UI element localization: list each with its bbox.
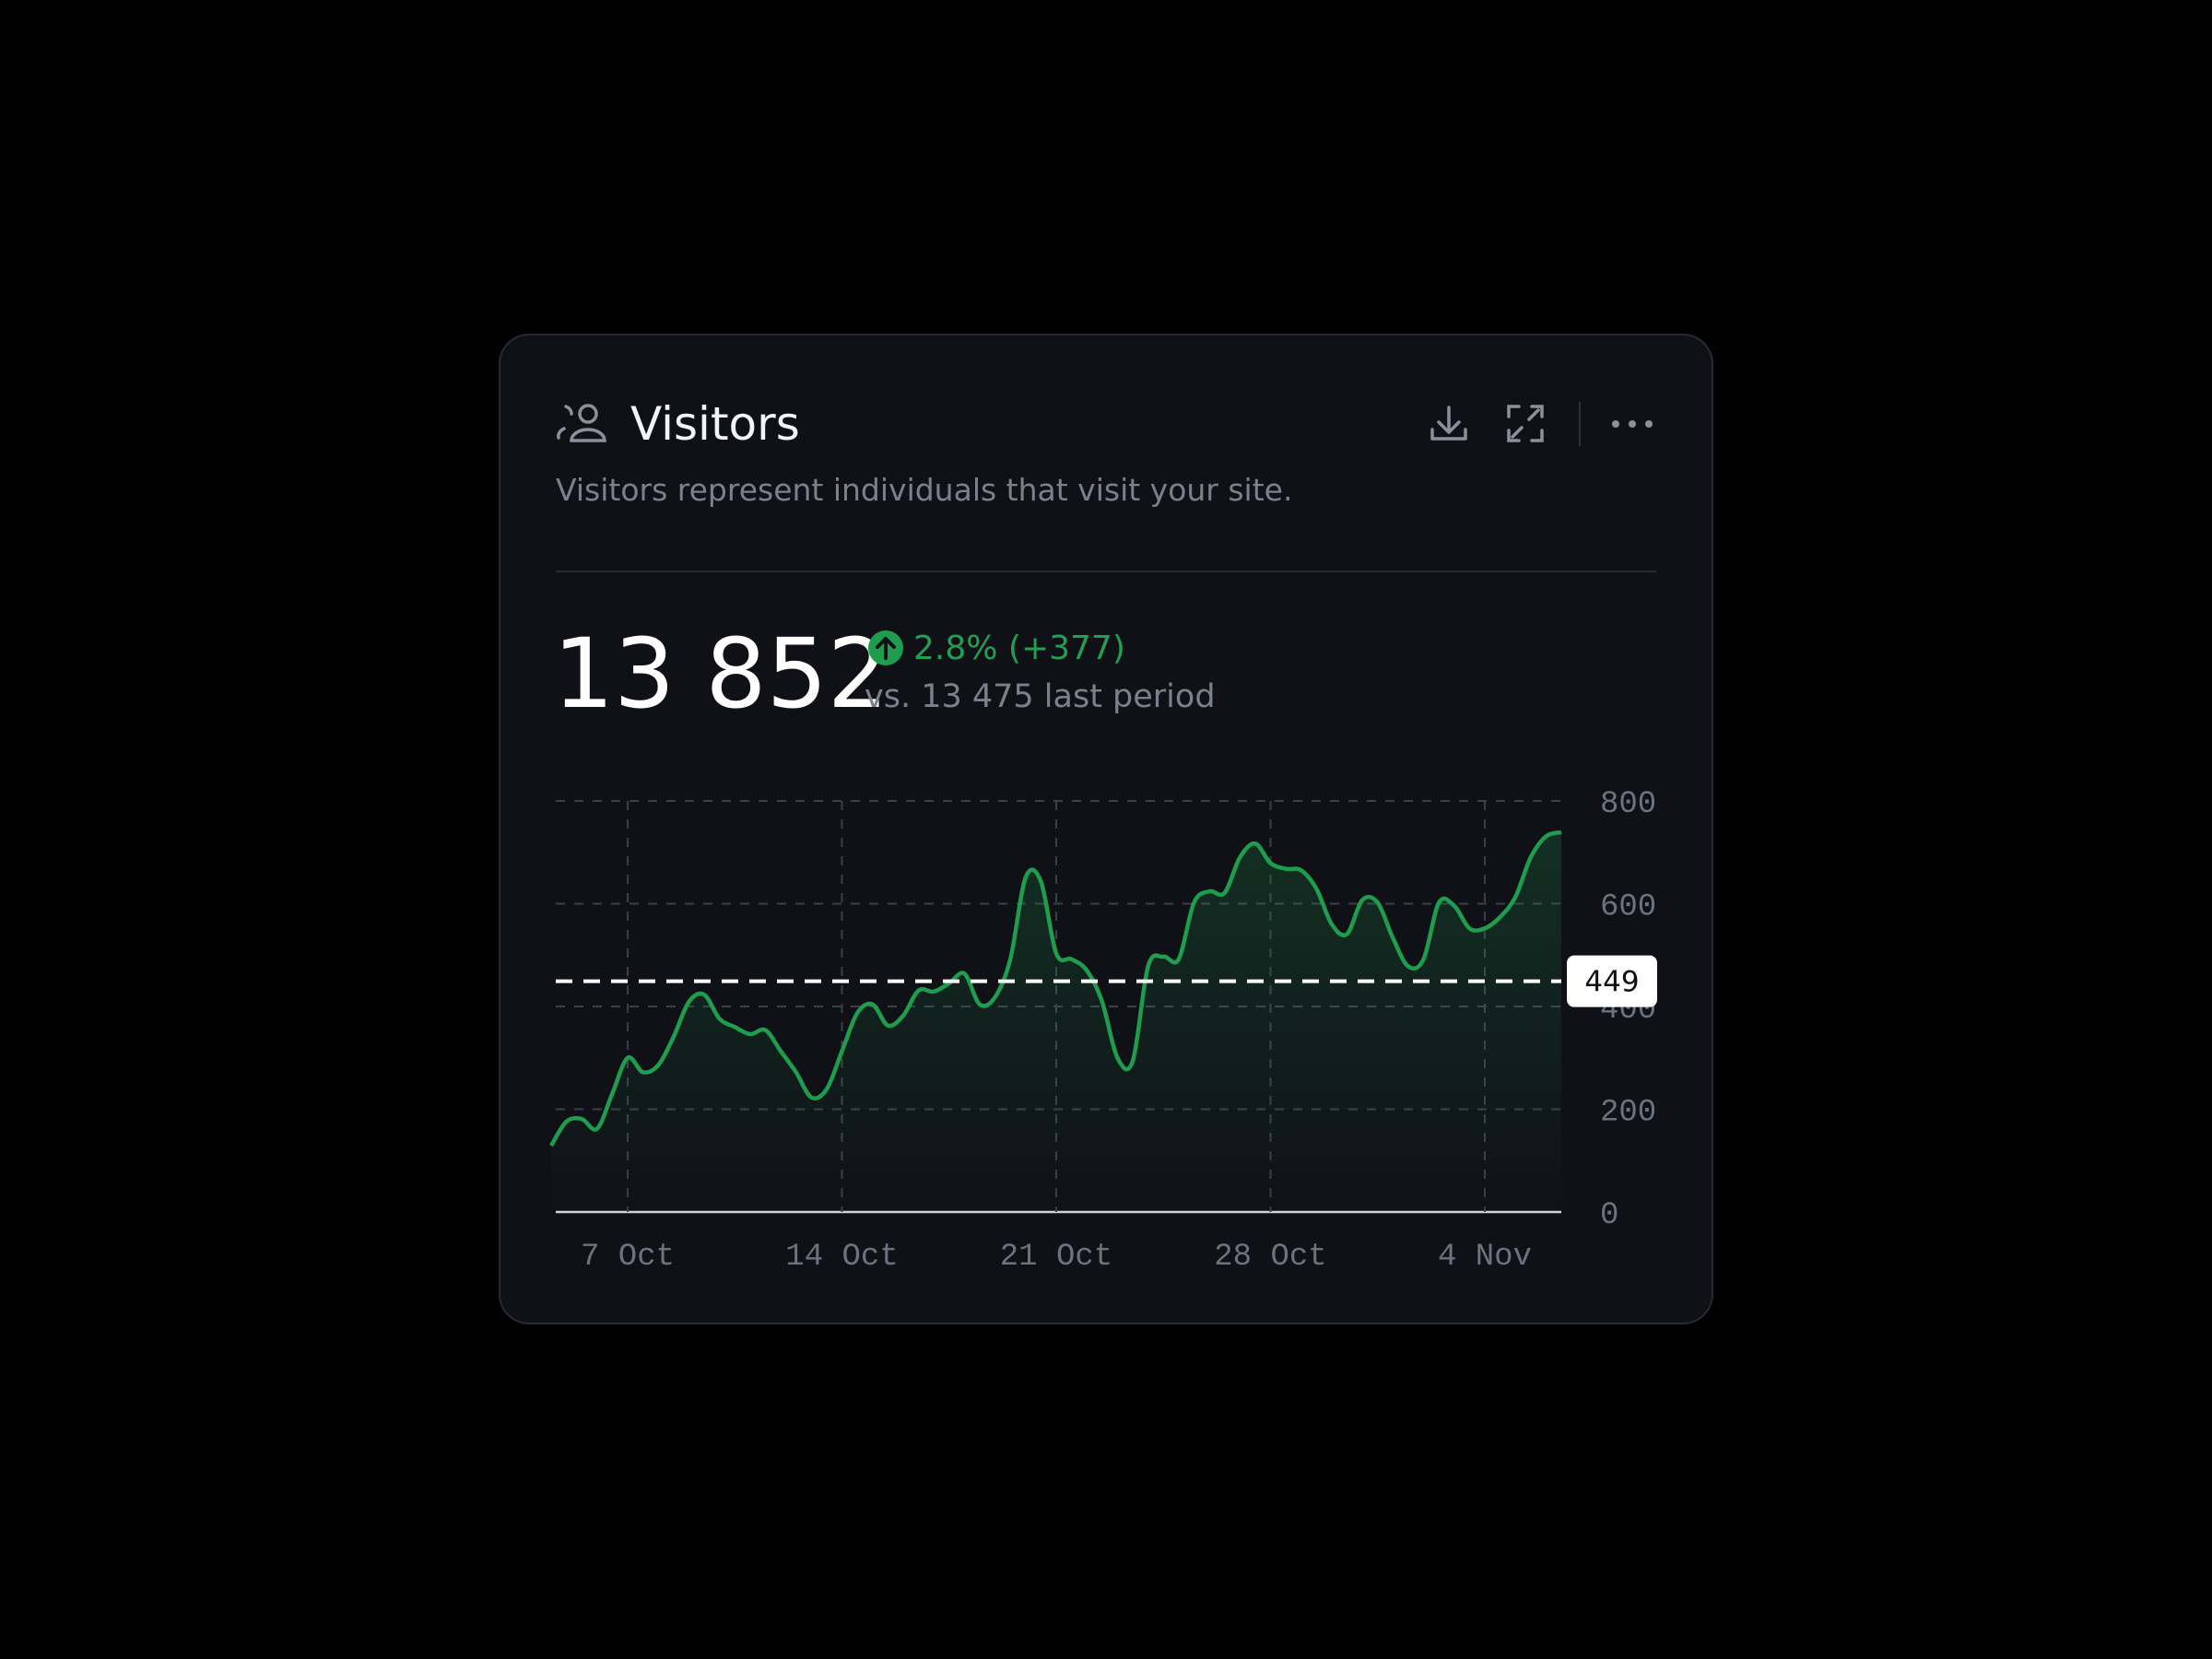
y-tick-label: 200 xyxy=(1600,1096,1656,1131)
change: 2.8% (+377) xyxy=(913,629,1125,667)
card-subtitle: Visitors represent individuals that visi… xyxy=(556,472,1292,508)
up-arrow xyxy=(876,637,896,660)
total-value: 13 852 xyxy=(553,618,888,730)
line xyxy=(549,830,1562,1147)
x-tick-label: 28 Oct xyxy=(1214,1240,1326,1275)
card-title: Visitors xyxy=(630,397,800,451)
x-tick-label: 4 Nov xyxy=(1438,1240,1532,1275)
x-tick-label: 14 Oct xyxy=(785,1240,898,1275)
reference-label: 449 xyxy=(1584,966,1639,999)
area xyxy=(551,832,1561,1212)
comparison: vs. 13 475 last period xyxy=(865,678,1216,715)
x-tick-label: 21 Oct xyxy=(1000,1240,1112,1275)
y-tick-label: 600 xyxy=(1600,890,1656,925)
more-button[interactable] xyxy=(1612,420,1653,428)
x-tick-label: 7 Oct xyxy=(581,1240,675,1275)
y-tick-label: 800 xyxy=(1600,787,1656,822)
expand-button[interactable] xyxy=(1507,405,1544,442)
visitors-icon xyxy=(557,404,606,442)
y-tick-label: 0 xyxy=(1600,1198,1618,1233)
reference-badge xyxy=(1567,955,1657,1007)
download-button[interactable] xyxy=(1430,406,1467,441)
